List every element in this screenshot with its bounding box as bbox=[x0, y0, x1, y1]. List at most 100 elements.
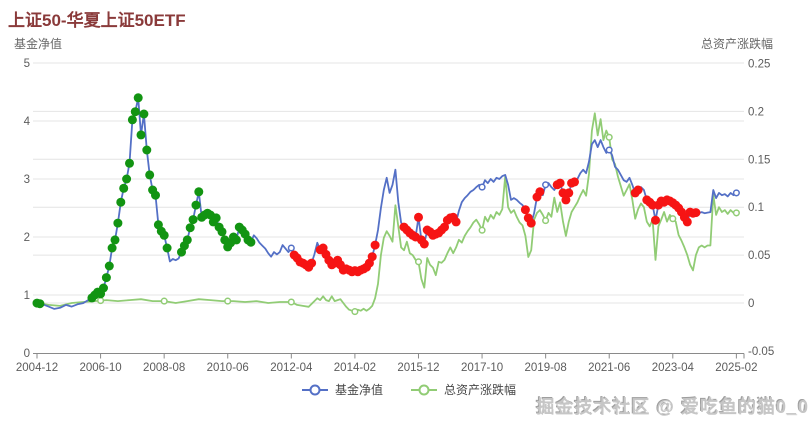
green-signal-dot bbox=[107, 243, 117, 253]
left-tick-label: 3 bbox=[24, 174, 30, 186]
green-signal-dot bbox=[104, 261, 114, 271]
green-signal-dot bbox=[159, 230, 169, 240]
x-tick-label: 2004-12 bbox=[16, 362, 58, 374]
x-tick-label: 2006-10 bbox=[79, 362, 121, 374]
green-signal-dot bbox=[145, 170, 155, 180]
x-tick-label: 2015-12 bbox=[397, 362, 439, 374]
red-signal-dot bbox=[682, 217, 692, 227]
green-signal-dot bbox=[142, 145, 152, 155]
red-signal-dot bbox=[633, 185, 643, 195]
red-signal-dot bbox=[370, 240, 380, 250]
total-return-marker bbox=[97, 297, 105, 305]
right-tick-label: 0.2 bbox=[748, 106, 764, 118]
legend-item-nav[interactable]: 基金净值 bbox=[302, 381, 383, 398]
green-signal-dot bbox=[139, 109, 149, 119]
right-tick-label: 0 bbox=[748, 298, 754, 310]
red-signal-dot bbox=[555, 178, 565, 188]
left-tick-label: 5 bbox=[24, 58, 30, 70]
green-signal-dot bbox=[211, 213, 221, 223]
red-signal-dot bbox=[691, 208, 701, 218]
right-tick-label: 0.15 bbox=[748, 154, 770, 166]
x-tick-label: 2025-02 bbox=[715, 362, 757, 374]
total-return-marker bbox=[605, 133, 613, 141]
green-signal-dot bbox=[110, 235, 120, 245]
green-signal-dot bbox=[35, 299, 45, 309]
left-tick-label: 4 bbox=[24, 116, 31, 128]
green-signal-dot bbox=[231, 235, 241, 245]
legend-label: 基金净值 bbox=[335, 383, 384, 397]
nav-marker bbox=[287, 244, 295, 252]
green-signal-dot bbox=[119, 183, 129, 193]
total-return-marker bbox=[160, 297, 168, 305]
watermark: 掘金技术社区 @ 爱吃鱼的猫0_0 bbox=[536, 397, 809, 417]
right-tick-label: -0.05 bbox=[748, 346, 774, 358]
x-tick-label: 2010-06 bbox=[207, 362, 249, 374]
green-signal-dot bbox=[113, 218, 123, 228]
legend-line-circle-icon bbox=[411, 384, 438, 395]
green-signal-dot bbox=[194, 187, 204, 197]
green-signal-dot bbox=[130, 107, 140, 117]
right-tick-label: 0.1 bbox=[748, 202, 764, 214]
red-signal-dot bbox=[651, 215, 660, 225]
green-signal-dot bbox=[99, 283, 108, 293]
left-axis-title: 基金净值 bbox=[14, 37, 63, 51]
red-signal-dot bbox=[570, 177, 579, 187]
green-signal-dot bbox=[101, 273, 111, 283]
total-return-marker bbox=[351, 308, 359, 316]
left-tick-label: 0 bbox=[24, 348, 30, 360]
total-return-marker bbox=[732, 209, 740, 217]
red-signal-dot bbox=[564, 188, 574, 198]
total-return-line bbox=[36, 112, 738, 313]
red-signal-dot bbox=[451, 217, 461, 227]
legend-line-circle-icon bbox=[302, 384, 328, 395]
green-signal-dot bbox=[182, 235, 192, 245]
nav-line bbox=[36, 96, 738, 310]
red-signal-dot bbox=[561, 195, 571, 205]
red-signal-dot bbox=[526, 218, 536, 228]
green-signal-dot bbox=[191, 200, 201, 210]
green-signal-dot bbox=[127, 115, 137, 125]
red-signal-dot bbox=[440, 222, 449, 232]
left-tick-label: 2 bbox=[24, 232, 30, 244]
x-tick-label: 2021-06 bbox=[588, 362, 630, 374]
red-signal-dot bbox=[307, 258, 317, 268]
x-tick-label: 2008-08 bbox=[143, 362, 185, 374]
green-signal-dot bbox=[133, 93, 143, 103]
nav-marker bbox=[478, 183, 486, 191]
legend-label: 总资产涨跌幅 bbox=[444, 383, 517, 397]
red-signal-dot bbox=[535, 187, 545, 197]
green-signal-dot bbox=[116, 197, 126, 207]
green-signal-dot bbox=[162, 243, 172, 253]
right-tick-label: 0.05 bbox=[748, 250, 770, 262]
green-signal-dot bbox=[185, 223, 195, 233]
red-signal-dot bbox=[367, 252, 377, 262]
page-title: 上证50-华夏上证50ETF bbox=[8, 11, 186, 30]
left-tick-label: 1 bbox=[24, 290, 30, 302]
nav-marker bbox=[732, 189, 740, 197]
red-signal-dot bbox=[520, 205, 530, 215]
total-return-marker bbox=[224, 297, 232, 305]
red-signal-dot bbox=[414, 212, 423, 222]
x-tick-label: 2023-04 bbox=[652, 362, 695, 374]
nav-marker bbox=[605, 146, 613, 154]
green-signal-dot bbox=[246, 237, 256, 247]
right-tick-label: 0.25 bbox=[748, 59, 770, 71]
total-return-marker bbox=[287, 298, 295, 306]
green-signal-dot bbox=[136, 130, 146, 140]
nav-marker bbox=[542, 181, 550, 189]
legend: 基金净值 总资产涨跌幅 bbox=[302, 381, 516, 398]
total-return-marker bbox=[414, 258, 423, 266]
total-return-marker bbox=[542, 217, 550, 225]
right-axis-title: 总资产涨跌幅 bbox=[700, 37, 773, 51]
green-signal-dot bbox=[122, 174, 132, 184]
green-signal-dot bbox=[188, 215, 198, 225]
x-tick-label: 2019-08 bbox=[525, 362, 567, 374]
green-signal-dot bbox=[151, 190, 160, 200]
legend-item-total-return[interactable]: 总资产涨跌幅 bbox=[411, 381, 516, 398]
total-return-marker bbox=[478, 226, 486, 234]
total-return-marker bbox=[669, 215, 677, 223]
x-tick-label: 2014-02 bbox=[334, 362, 376, 374]
red-signal-dot bbox=[419, 239, 429, 249]
